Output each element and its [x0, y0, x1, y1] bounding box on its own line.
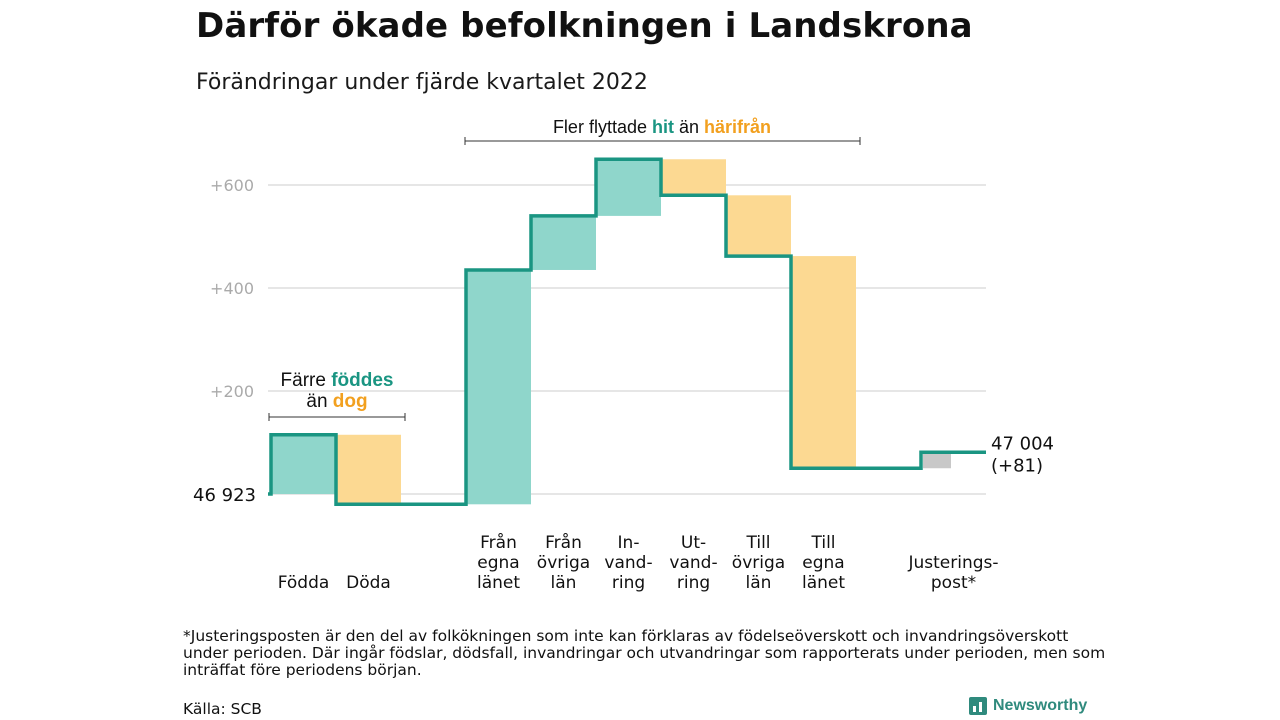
waterfall-bar: [661, 159, 726, 196]
category-label: länet: [477, 573, 520, 593]
footnote: *Justeringsposten är den del av folkökni…: [183, 627, 1106, 679]
category-label: Till: [810, 533, 835, 553]
category-label: vand-: [604, 553, 652, 573]
migration-annotation: Fler flyttade hit än härifrån: [553, 117, 771, 137]
category-label: Från: [480, 532, 517, 553]
waterfall-bar: [271, 434, 336, 494]
source-note: Källa: SCB: [183, 700, 262, 718]
category-label: övriga: [732, 553, 785, 573]
category-label: egna: [802, 553, 844, 573]
chart-subtitle: Förändringar under fjärde kvartalet 2022: [196, 70, 648, 95]
brand-name: Newsworthy: [993, 697, 1088, 714]
chart-title: Därför ökade befolkningen i Landskrona: [196, 6, 973, 46]
category-label: Födda: [278, 573, 330, 593]
waterfall-bar: [466, 269, 531, 505]
category-label: Till: [745, 533, 770, 553]
category-label: Döda: [346, 573, 391, 593]
start-value-label: 46 923: [193, 485, 256, 506]
waterfall-bar: [791, 256, 856, 469]
brand-logo[interactable]: Newsworthy: [969, 697, 1087, 715]
y-tick-label: +600: [210, 176, 254, 195]
category-label: Ut-: [681, 533, 706, 553]
waterfall-bar: [726, 195, 791, 257]
category-label: län: [746, 573, 772, 593]
category-label: Justerings-: [907, 553, 998, 573]
newsworthy-logo-icon: [969, 697, 987, 715]
waterfall-bar: [596, 159, 661, 216]
waterfall-bar: [336, 434, 401, 505]
category-label: län: [551, 573, 577, 593]
category-label: länet: [802, 573, 845, 593]
end-change-label: (+81): [991, 455, 1043, 476]
category-label: vand-: [669, 553, 717, 573]
waterfall-bar: [923, 452, 951, 469]
births-annotation-line1: Färre föddes: [281, 370, 394, 391]
y-tick-label: +200: [210, 382, 254, 401]
waterfall-bar: [531, 215, 596, 270]
category-label: egna: [477, 553, 519, 573]
cumulative-step-line: [268, 157, 986, 507]
category-label: övriga: [537, 553, 590, 573]
category-label: post*: [931, 573, 976, 593]
category-label: ring: [677, 573, 710, 593]
category-label: Från: [545, 532, 582, 553]
y-tick-label: +400: [210, 279, 254, 298]
births-annotation-line2: än dog: [306, 391, 367, 412]
category-label: ring: [612, 573, 645, 593]
category-label: In-: [618, 533, 640, 553]
waterfall-chart: +200+400+600 Födda DödaFrånegnalänetFrånö…: [193, 117, 1054, 593]
end-value-label: 47 004: [991, 433, 1054, 454]
